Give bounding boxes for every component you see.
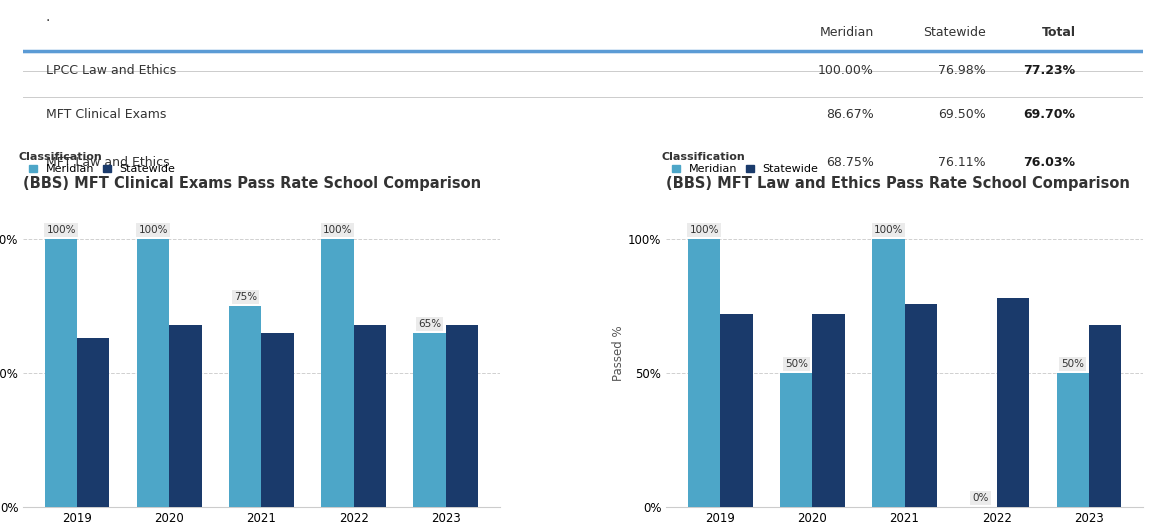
Text: 69.50%: 69.50% bbox=[939, 108, 986, 121]
Bar bbox=[1056, 373, 1089, 507]
Text: 100%: 100% bbox=[873, 225, 904, 235]
Text: 75%: 75% bbox=[234, 292, 257, 302]
Text: (BBS) MFT Law and Ethics Pass Rate School Comparison: (BBS) MFT Law and Ethics Pass Rate Schoo… bbox=[666, 176, 1130, 191]
Bar bbox=[169, 325, 202, 507]
Text: Statewide: Statewide bbox=[923, 26, 986, 39]
Bar bbox=[77, 338, 110, 507]
Text: MFT Clinical Exams: MFT Clinical Exams bbox=[45, 108, 166, 121]
Text: 100.00%: 100.00% bbox=[819, 64, 874, 77]
Bar bbox=[780, 373, 813, 507]
Text: Meridian: Meridian bbox=[820, 26, 874, 39]
Text: 76.98%: 76.98% bbox=[939, 64, 986, 77]
Text: MFT Law and Ethics: MFT Law and Ethics bbox=[45, 156, 169, 168]
Legend: Meridian, Statewide: Meridian, Statewide bbox=[672, 165, 819, 175]
Bar bbox=[261, 333, 294, 507]
Text: 77.23%: 77.23% bbox=[1024, 64, 1075, 77]
Text: .: . bbox=[45, 10, 50, 24]
Text: 0%: 0% bbox=[972, 493, 989, 503]
Text: 76.03%: 76.03% bbox=[1024, 156, 1075, 168]
Text: 76.11%: 76.11% bbox=[939, 156, 986, 168]
Bar bbox=[45, 239, 77, 507]
Bar bbox=[414, 333, 445, 507]
Bar bbox=[813, 314, 844, 507]
Text: 65%: 65% bbox=[419, 319, 441, 329]
Text: 100%: 100% bbox=[323, 225, 352, 235]
Bar bbox=[138, 239, 169, 507]
Legend: Meridian, Statewide: Meridian, Statewide bbox=[29, 165, 175, 175]
Bar bbox=[997, 298, 1028, 507]
Text: 68.75%: 68.75% bbox=[827, 156, 874, 168]
Bar bbox=[322, 239, 353, 507]
Text: 50%: 50% bbox=[1061, 359, 1084, 369]
Bar bbox=[688, 239, 721, 507]
Text: 50%: 50% bbox=[785, 359, 808, 369]
Text: Classification: Classification bbox=[19, 152, 103, 163]
Text: LPCC Law and Ethics: LPCC Law and Ethics bbox=[45, 64, 176, 77]
Text: 69.70%: 69.70% bbox=[1024, 108, 1075, 121]
Bar bbox=[721, 314, 752, 507]
Bar bbox=[230, 306, 261, 507]
Bar bbox=[905, 303, 936, 507]
Bar bbox=[445, 325, 478, 507]
Text: 100%: 100% bbox=[139, 225, 168, 235]
Bar bbox=[872, 239, 905, 507]
Text: 100%: 100% bbox=[47, 225, 76, 235]
Text: Total: Total bbox=[1041, 26, 1075, 39]
Y-axis label: Passed %: Passed % bbox=[612, 325, 625, 381]
Text: 100%: 100% bbox=[689, 225, 719, 235]
Bar bbox=[353, 325, 386, 507]
Bar bbox=[1089, 325, 1121, 507]
Text: 86.67%: 86.67% bbox=[827, 108, 874, 121]
Text: (BBS) MFT Clinical Exams Pass Rate School Comparison: (BBS) MFT Clinical Exams Pass Rate Schoo… bbox=[23, 176, 482, 191]
Text: Classification: Classification bbox=[661, 152, 745, 163]
